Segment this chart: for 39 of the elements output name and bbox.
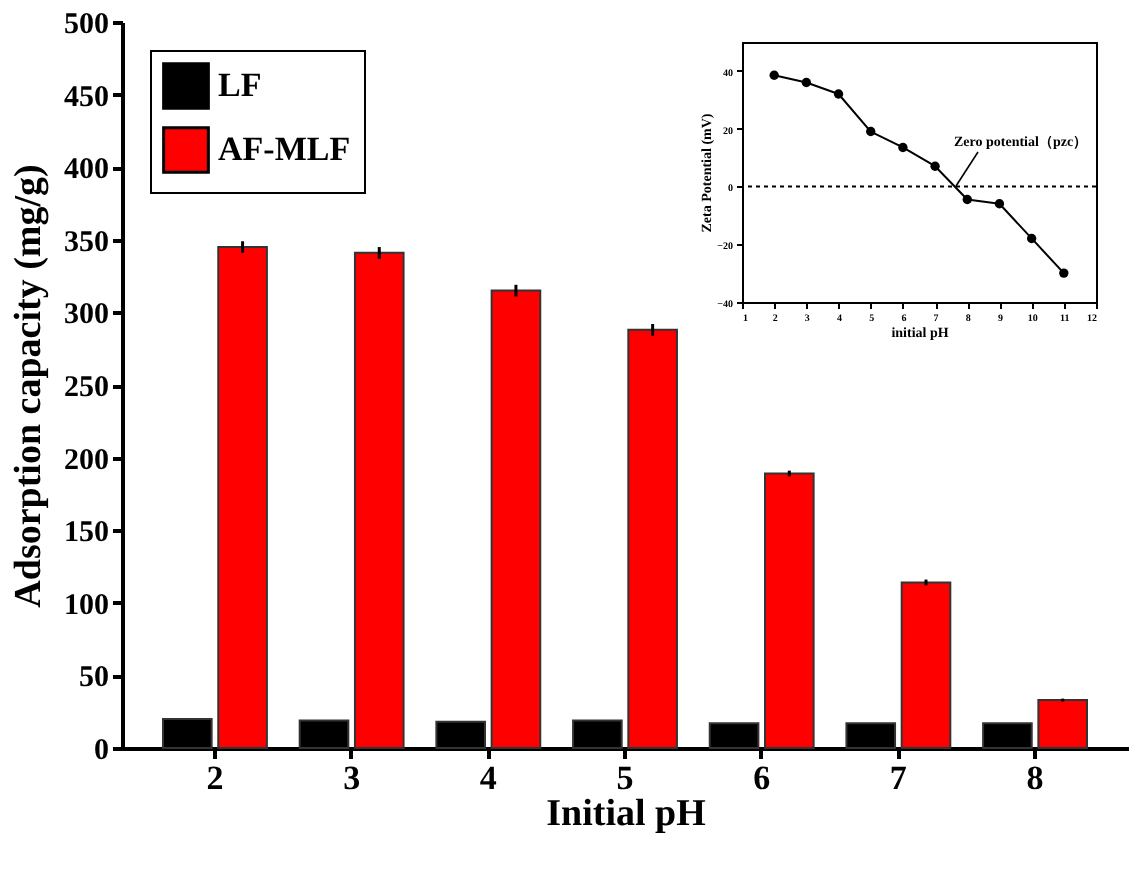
bar — [900, 581, 952, 749]
point — [1059, 268, 1069, 278]
y-tick-label: 450 — [64, 81, 109, 114]
x-axis-title: Initial pH — [546, 793, 707, 835]
bar — [1037, 699, 1088, 749]
x-tick-label: 6 — [753, 759, 771, 797]
point — [962, 194, 972, 205]
x-tick-label: 2 — [206, 759, 224, 797]
bar — [764, 472, 815, 749]
point — [801, 77, 812, 88]
x-tick-label: 5 — [616, 759, 634, 797]
y-axis-title: Adsorption capacity (mg/g) — [8, 164, 50, 608]
x-tick-label: 8 — [1026, 759, 1044, 797]
y-tick-label: 500 — [64, 9, 109, 41]
legend-label: AF-MLF — [218, 130, 351, 168]
bar — [353, 251, 405, 749]
y-tick-label: 300 — [64, 299, 109, 332]
point — [1026, 233, 1037, 244]
y-tick-label: 0 — [94, 735, 109, 767]
point — [930, 161, 940, 171]
x-tick-label: 3 — [343, 759, 361, 797]
bar — [627, 328, 678, 749]
point — [833, 89, 844, 99]
point — [866, 126, 876, 137]
x-tick-label: 7 — [889, 759, 908, 797]
y-tick-label: 400 — [64, 154, 109, 187]
bar — [490, 289, 542, 749]
y-tick-label: 250 — [64, 372, 109, 404]
y-tick-label: 50 — [79, 662, 109, 695]
y-tick-label: 200 — [64, 444, 109, 477]
y-tick-label: 350 — [64, 226, 109, 259]
y-tick-label: 150 — [64, 517, 109, 550]
point — [769, 70, 779, 80]
point — [994, 199, 1005, 209]
legend-label: LF — [218, 66, 262, 104]
point — [898, 142, 908, 153]
y-tick-label: 100 — [64, 589, 109, 622]
bar — [217, 246, 268, 749]
x-tick-label: 4 — [479, 759, 498, 797]
